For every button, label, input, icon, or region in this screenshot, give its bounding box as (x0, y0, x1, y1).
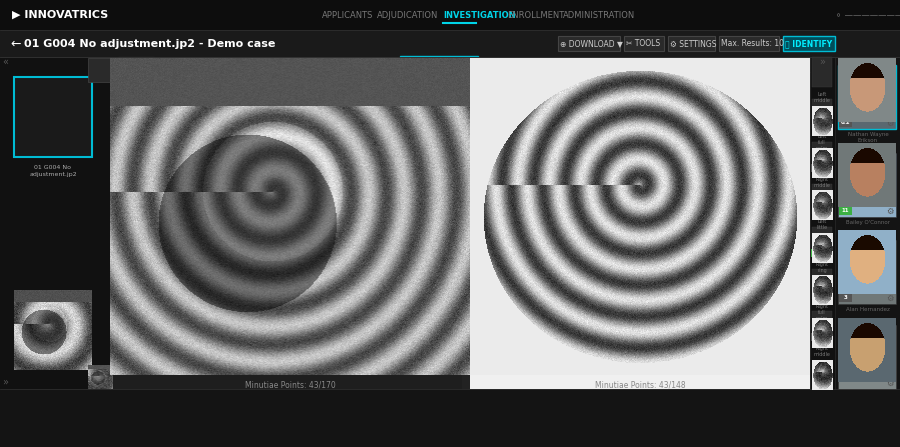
Bar (839, 293, 852, 302)
Text: 01 G004 No adjustment.jp2 - Demo case: 01 G004 No adjustment.jp2 - Demo case (24, 39, 275, 49)
Bar (811, 164, 821, 172)
Text: «: « (2, 375, 8, 385)
Text: ✎  EDIT: ✎ EDIT (121, 58, 149, 67)
Bar (470, 72, 810, 389)
Text: Minutiae Points: 43/170: Minutiae Points: 43/170 (245, 380, 336, 389)
Bar (783, 36, 835, 51)
Bar (0, 57, 10, 389)
Text: ✂ TOOLS: ✂ TOOLS (626, 39, 660, 49)
Text: 0.2: 0.2 (812, 165, 820, 170)
Bar (812, 57, 832, 87)
Bar (110, 57, 810, 72)
Text: Right
full
palm: Right full palm (815, 304, 829, 320)
Text: 3: 3 (843, 295, 848, 300)
Text: ▶ INNOVATRICS: ▶ INNOVATRICS (12, 10, 108, 20)
Bar (812, 227, 832, 257)
Bar (719, 36, 779, 51)
Bar (668, 36, 715, 51)
Bar (558, 36, 620, 51)
Text: ⚙: ⚙ (886, 207, 894, 215)
Text: ⚙: ⚙ (886, 294, 894, 303)
Text: 01 G004 No
adjustment.jp2: 01 G004 No adjustment.jp2 (29, 165, 76, 177)
Bar (462, 72, 470, 389)
Text: ⚙: ⚙ (886, 118, 894, 127)
Text: 11: 11 (813, 250, 819, 256)
Text: Left
full
palm: Left full palm (815, 134, 828, 151)
Bar (0, 0, 900, 30)
Bar (812, 142, 832, 172)
Text: 82: 82 (459, 198, 475, 208)
Bar (835, 57, 900, 389)
Bar (811, 249, 821, 257)
Text: ADJUDICATION: ADJUDICATION (377, 10, 438, 20)
Bar (812, 184, 832, 214)
Text: ⚬ ————————: ⚬ ———————— (835, 10, 900, 20)
Text: Right
middle: Right middle (814, 177, 831, 188)
Bar (838, 325, 896, 389)
Bar (400, 56, 478, 69)
Bar (88, 58, 112, 82)
Text: ENROLLMENT: ENROLLMENT (507, 10, 564, 20)
Text: 0.2: 0.2 (841, 120, 850, 125)
Bar (839, 206, 852, 215)
Text: Left
little: Left little (816, 219, 828, 230)
Text: ⊕ DOWNLOAD ▼: ⊕ DOWNLOAD ▼ (560, 39, 623, 49)
Text: Max. Results: 10: Max. Results: 10 (721, 39, 784, 49)
Text: Nathan Wayne
Erikson: Nathan Wayne Erikson (848, 132, 888, 143)
Text: 🔍 IDENTIFY: 🔍 IDENTIFY (785, 39, 832, 49)
Bar (838, 65, 896, 129)
Text: Right
ring: Right ring (815, 262, 829, 273)
Text: Alan Hernandez: Alan Hernandez (846, 307, 890, 312)
Text: ◎  MARK AS HIT: ◎ MARK AS HIT (401, 58, 476, 67)
Bar (838, 240, 896, 304)
Bar (0, 57, 900, 389)
Bar (839, 118, 852, 127)
Bar (810, 57, 835, 389)
Text: Right
middle: Right middle (814, 346, 831, 357)
Bar (455, 195, 479, 211)
Bar (0, 30, 900, 57)
Text: 3: 3 (814, 334, 817, 340)
Bar (811, 333, 821, 341)
Text: 11: 11 (842, 208, 850, 213)
Bar (118, 57, 154, 68)
Text: INVESTIGATION: INVESTIGATION (443, 10, 516, 20)
Bar (14, 77, 92, 157)
Text: ⚙: ⚙ (886, 379, 894, 388)
Bar (812, 311, 832, 341)
Bar (812, 99, 832, 129)
Bar (812, 269, 832, 299)
Text: Left
middle: Left middle (814, 92, 831, 103)
Text: ADMINISTRATION: ADMINISTRATION (563, 10, 635, 20)
Bar (838, 153, 896, 217)
Bar (110, 72, 470, 389)
Text: ←: ← (10, 38, 21, 51)
Text: Bailey O'Connor: Bailey O'Connor (846, 220, 890, 225)
Text: APPLICANTS: APPLICANTS (322, 10, 374, 20)
Text: «: « (2, 57, 8, 67)
Text: ⚙ SETTINGS: ⚙ SETTINGS (670, 39, 716, 49)
Bar (10, 57, 110, 389)
Bar (624, 36, 664, 51)
Text: »: » (819, 57, 825, 67)
Text: Minutiae Points: 43/148: Minutiae Points: 43/148 (595, 380, 685, 389)
